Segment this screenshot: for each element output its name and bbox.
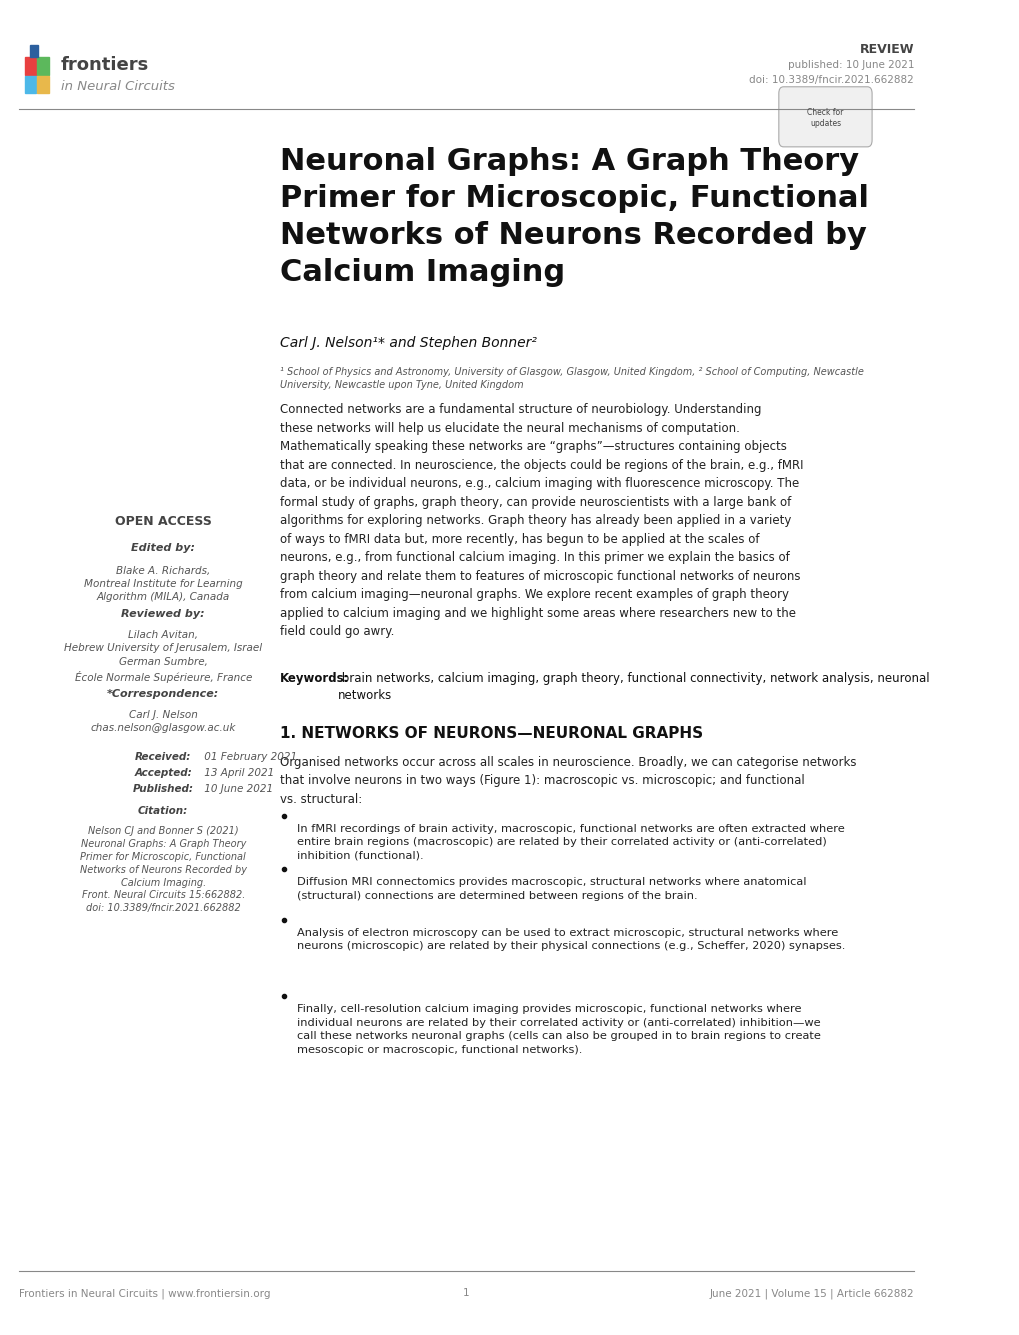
Text: Citation:: Citation:	[138, 806, 189, 816]
Text: Reviewed by:: Reviewed by:	[121, 609, 205, 618]
Text: 1: 1	[463, 1288, 469, 1298]
Text: Analysis of electron microscopy can be used to extract microscopic, structural n: Analysis of electron microscopy can be u…	[297, 928, 844, 952]
Text: June 2021 | Volume 15 | Article 662882: June 2021 | Volume 15 | Article 662882	[709, 1288, 913, 1299]
Text: OPEN ACCESS: OPEN ACCESS	[115, 515, 212, 529]
Text: 01 February 2021: 01 February 2021	[201, 752, 297, 761]
Text: Blake A. Richards,
Montreal Institute for Learning
Algorithm (MILA), Canada: Blake A. Richards, Montreal Institute fo…	[84, 566, 243, 602]
Bar	[38, 76, 49, 93]
Text: Carl J. Nelson
chas.nelson@glasgow.ac.uk: Carl J. Nelson chas.nelson@glasgow.ac.uk	[91, 710, 235, 733]
Text: REVIEW: REVIEW	[859, 43, 913, 56]
Text: Received:: Received:	[135, 752, 192, 761]
Text: Nelson CJ and Bonner S (2021)
Neuronal Graphs: A Graph Theory
Primer for Microsc: Nelson CJ and Bonner S (2021) Neuronal G…	[79, 826, 247, 913]
Text: Frontiers in Neural Circuits | www.frontiersin.org: Frontiers in Neural Circuits | www.front…	[18, 1288, 270, 1299]
Text: in Neural Circuits: in Neural Circuits	[60, 80, 174, 93]
Text: 13 April 2021: 13 April 2021	[201, 768, 273, 777]
Bar	[38, 57, 49, 75]
Text: Lilach Avitan,
Hebrew University of Jerusalem, Israel
German Sumbre,
École Norma: Lilach Avitan, Hebrew University of Jeru…	[64, 630, 262, 682]
Text: ¹ School of Physics and Astronomy, University of Glasgow, Glasgow, United Kingdo: ¹ School of Physics and Astronomy, Unive…	[279, 367, 863, 390]
Text: Finally, cell-resolution calcium imaging provides microscopic, functional networ: Finally, cell-resolution calcium imaging…	[297, 1004, 819, 1055]
Text: doi: 10.3389/fncir.2021.662882: doi: 10.3389/fncir.2021.662882	[749, 75, 913, 84]
Text: Organised networks occur across all scales in neuroscience. Broadly, we can cate: Organised networks occur across all scal…	[279, 756, 856, 805]
Text: 1. NETWORKS OF NEURONS—NEURONAL GRAPHS: 1. NETWORKS OF NEURONS—NEURONAL GRAPHS	[279, 726, 702, 741]
Text: Accepted:: Accepted:	[135, 768, 192, 777]
FancyBboxPatch shape	[779, 87, 871, 147]
Bar	[25, 57, 37, 75]
Text: 10 June 2021: 10 June 2021	[201, 784, 272, 793]
Bar	[25, 76, 37, 93]
Text: frontiers: frontiers	[60, 56, 149, 73]
Text: brain networks, calcium imaging, graph theory, functional connectivity, network : brain networks, calcium imaging, graph t…	[337, 672, 928, 701]
Text: In fMRI recordings of brain activity, macroscopic, functional networks are often: In fMRI recordings of brain activity, ma…	[297, 824, 844, 861]
Text: *Correspondence:: *Correspondence:	[107, 689, 219, 698]
Text: Keywords:: Keywords:	[279, 672, 348, 685]
Text: Published:: Published:	[132, 784, 194, 793]
Text: Connected networks are a fundamental structure of neurobiology. Understanding
th: Connected networks are a fundamental str…	[279, 403, 803, 638]
Text: Edited by:: Edited by:	[131, 543, 195, 553]
Text: Carl J. Nelson¹* and Stephen Bonner²: Carl J. Nelson¹* and Stephen Bonner²	[279, 336, 536, 350]
Bar	[30, 45, 38, 57]
Text: Check for
updates: Check for updates	[806, 108, 843, 128]
Text: Diffusion MRI connectomics provides macroscopic, structural networks where anato: Diffusion MRI connectomics provides macr…	[297, 877, 805, 901]
Text: published: 10 June 2021: published: 10 June 2021	[787, 60, 913, 69]
Text: Neuronal Graphs: A Graph Theory
Primer for Microscopic, Functional
Networks of N: Neuronal Graphs: A Graph Theory Primer f…	[279, 147, 868, 287]
